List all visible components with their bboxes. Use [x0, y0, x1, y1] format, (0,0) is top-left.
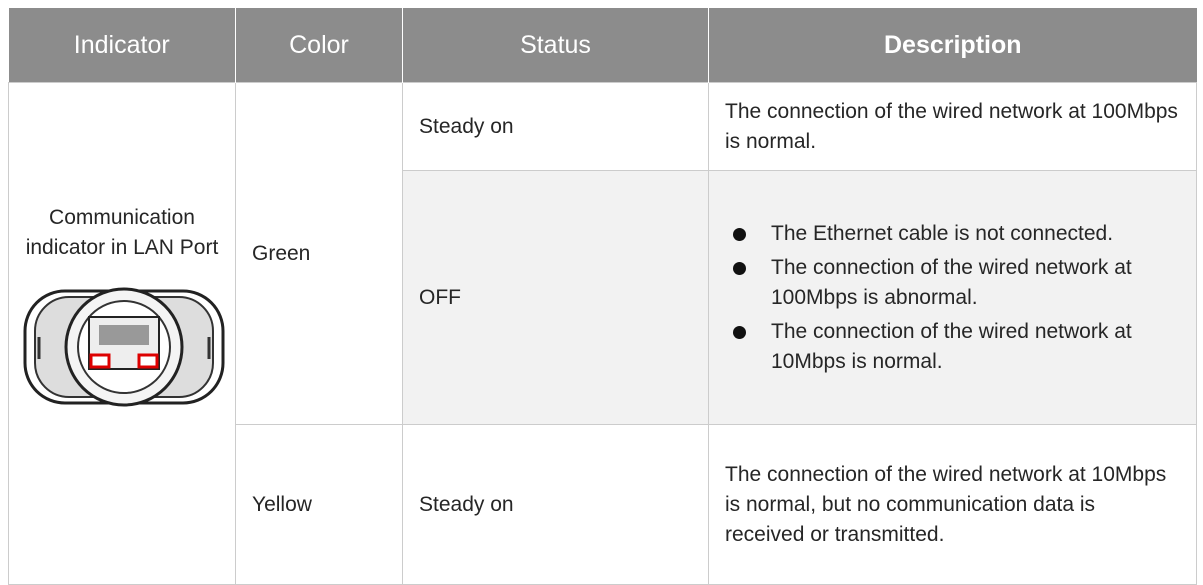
header-cell: Color — [235, 8, 403, 83]
description-cell: The connection of the wired network at 1… — [708, 424, 1197, 585]
bullet-list: The Ethernet cable is not connected. The… — [725, 219, 1180, 377]
bullet-item: The Ethernet cable is not connected. — [725, 219, 1180, 249]
status-cell: Steady on — [402, 424, 709, 585]
status-cell: OFF — [402, 170, 709, 425]
header-cell: Status — [402, 8, 709, 83]
color-cell: Green — [235, 82, 403, 425]
bullet-item: The connection of the wired network at 1… — [725, 317, 1180, 377]
indicator-cell: Communication indicator in LAN Port — [8, 82, 236, 585]
bullet-item: The connection of the wired network at 1… — [725, 253, 1180, 313]
description-cell: The Ethernet cable is not connected. The… — [708, 170, 1197, 425]
indicator-text: Communication indicator in LAN Port — [25, 206, 219, 259]
status-cell: Steady on — [402, 82, 709, 171]
port-image — [23, 287, 225, 407]
indicator-table: Indicator Color Status Description Commu… — [8, 8, 1197, 585]
header-cell: Indicator — [8, 8, 236, 83]
description-cell: The connection of the wired network at 1… — [708, 82, 1197, 171]
header-cell: Description — [708, 8, 1197, 83]
color-cell: Yellow — [235, 424, 403, 585]
